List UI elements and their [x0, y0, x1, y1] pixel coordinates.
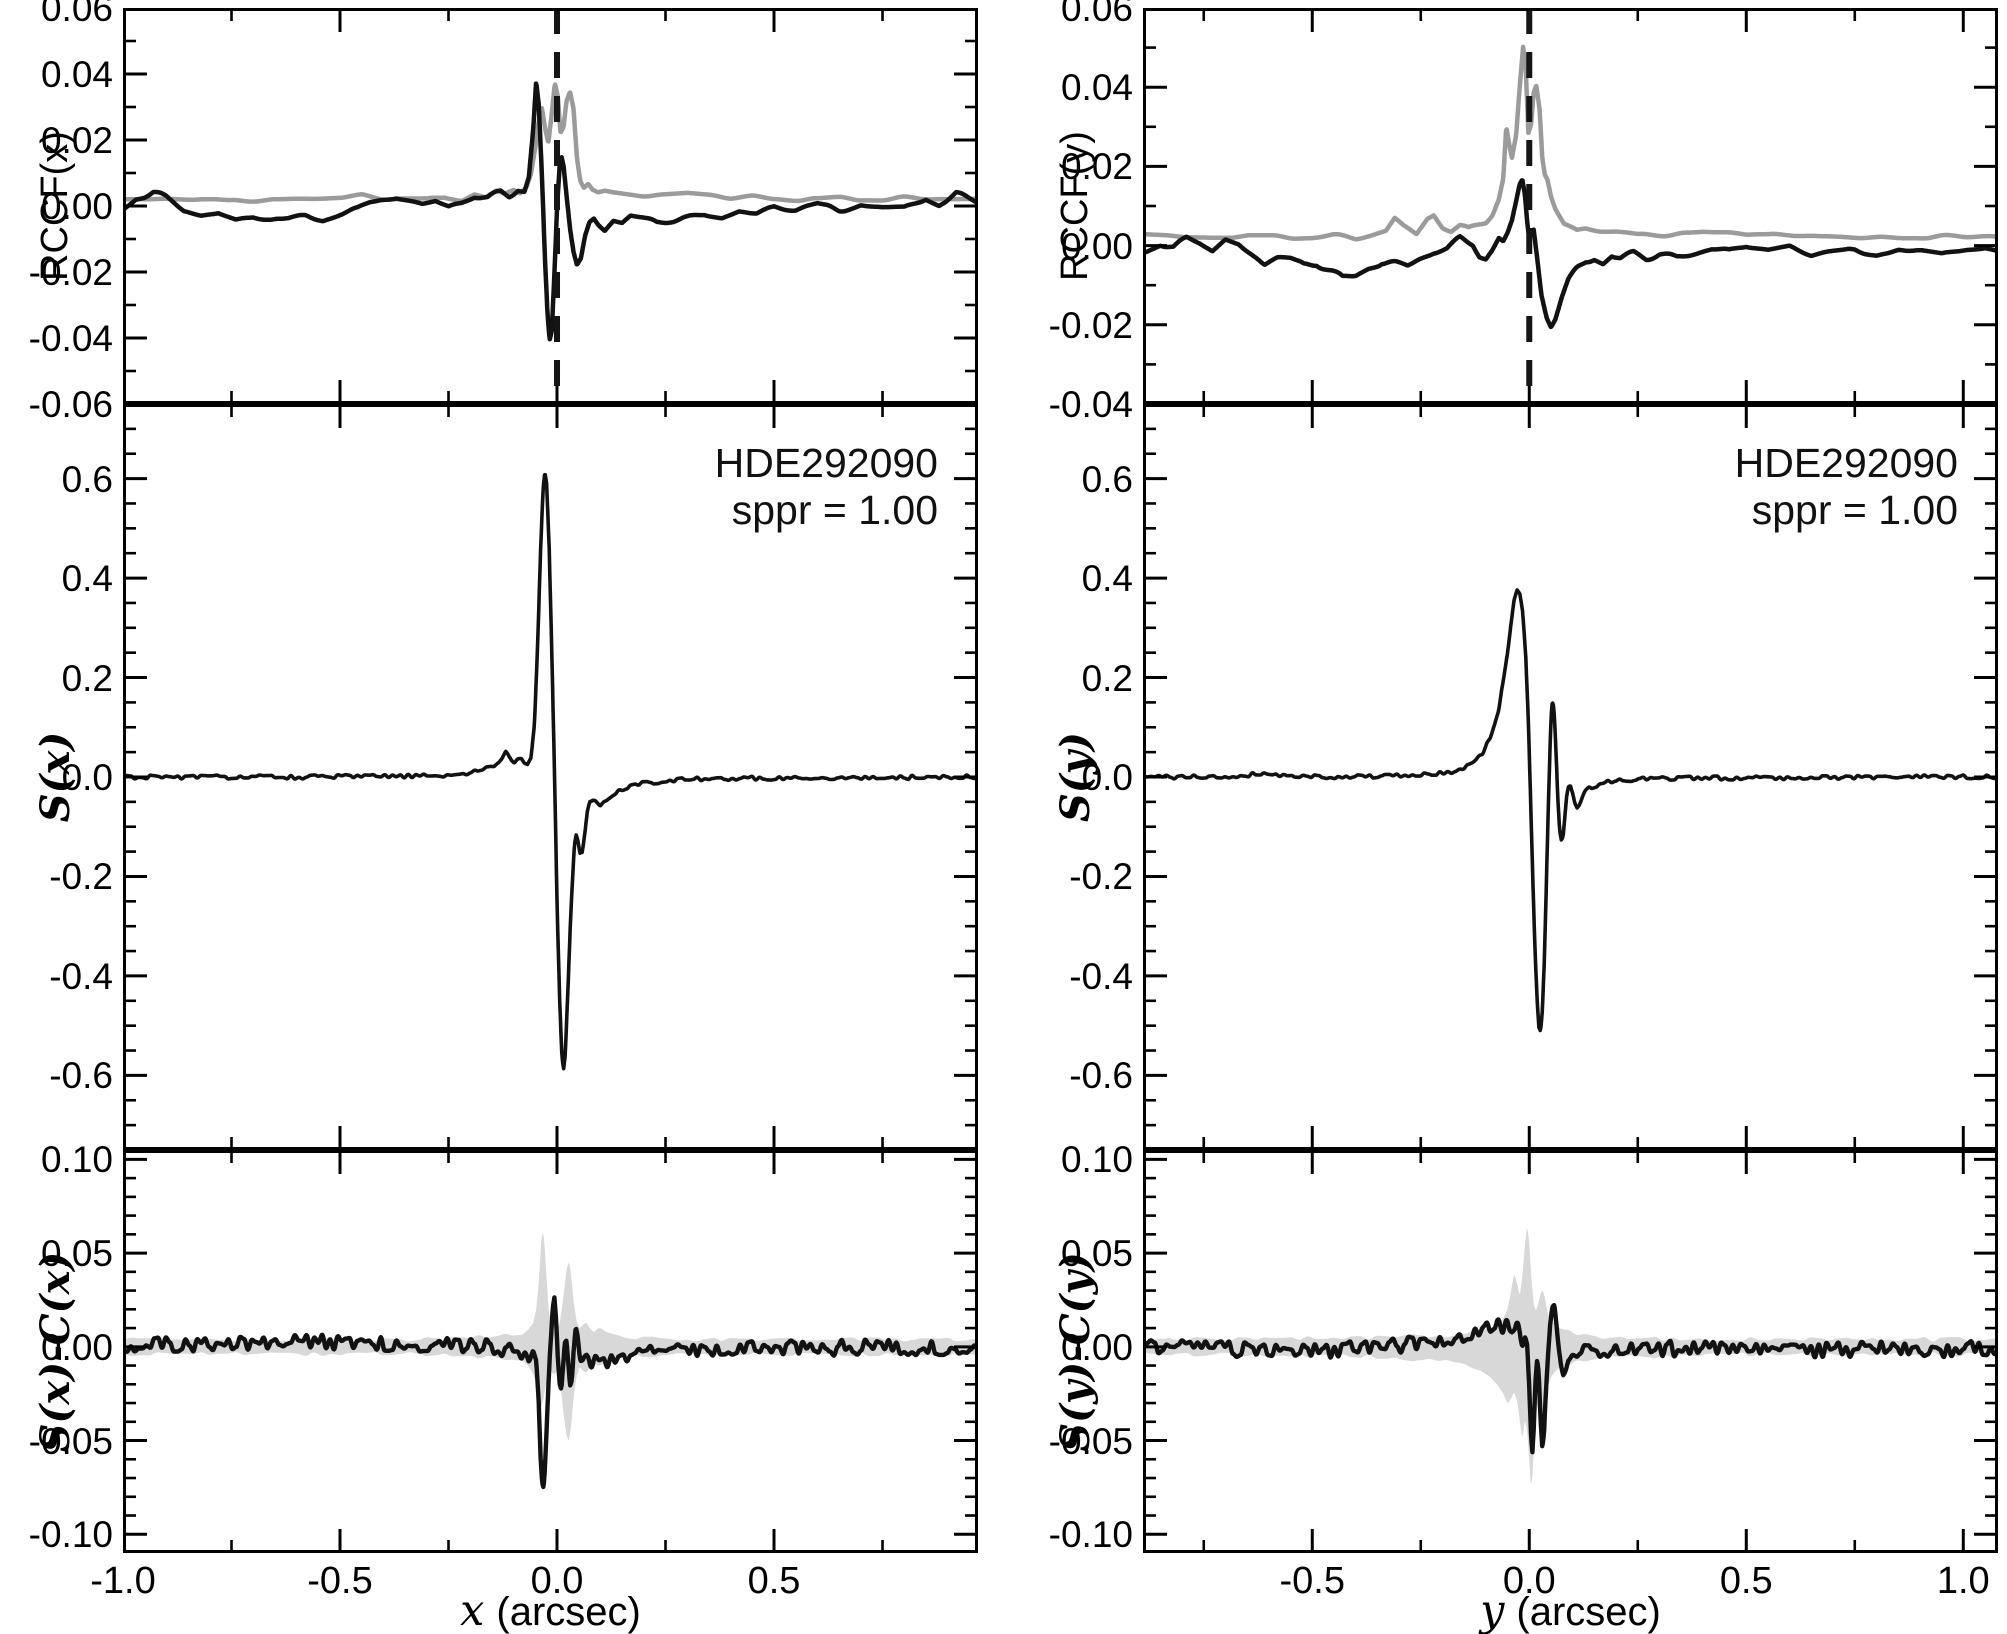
panel-rccf-y	[1143, 8, 1998, 404]
y-tick-label: 0.6	[61, 458, 113, 500]
y-tick-label: 0.00	[1060, 1326, 1133, 1368]
y-tick-label: -0.05	[28, 1420, 113, 1462]
y-tick-label: -0.2	[1069, 856, 1133, 898]
y-tick-label: -0.04	[1048, 384, 1133, 425]
series-black-curve	[1143, 588, 1998, 1033]
annotation-sppr-value: sppr = 1.00	[731, 487, 938, 534]
y-tick-label: 0.00	[40, 186, 113, 227]
y-tick-label: 0.00	[40, 1326, 113, 1368]
y-tick-label: -0.05	[1048, 1420, 1133, 1462]
x-axis-unit: (arcsec)	[1516, 1590, 1661, 1634]
x-tick-label: -1.0	[90, 1560, 156, 1602]
y-tick-label: 0.04	[40, 54, 113, 95]
y-tick-label: 0.00	[1060, 225, 1133, 267]
x-axis-unit: (arcsec)	[496, 1590, 641, 1634]
series-gray-curve	[123, 82, 978, 204]
x-tick-label: 0.5	[1719, 1560, 1773, 1602]
y-tick-label: 0.10	[1060, 1139, 1133, 1181]
panel-rccf-x	[123, 8, 978, 404]
y-tick-label: -0.02	[28, 252, 113, 293]
annotation-sppr-value: sppr = 1.00	[1751, 487, 1958, 534]
x-tick-label: 0.0	[530, 1560, 584, 1602]
series-black-curve	[123, 81, 978, 342]
y-tick-label: 0.05	[1060, 1233, 1133, 1275]
y-tick-label: 0.10	[40, 1139, 113, 1181]
annotation-target-name: HDE292090	[714, 440, 938, 486]
y-tick-label: -0.02	[1048, 304, 1133, 346]
y-axis-variable: y	[1480, 1586, 1505, 1634]
y-tick-label: 0.4	[61, 558, 113, 600]
y-tick-label: 0.06	[40, 0, 113, 29]
x-tick-label: -0.5	[1279, 1560, 1345, 1602]
x-tick-label: -0.5	[307, 1560, 373, 1602]
y-tick-label: 0.0	[61, 757, 113, 798]
x-axis-variable: x	[460, 1586, 485, 1634]
y-tick-label: -0.6	[1069, 1055, 1133, 1097]
y-tick-label: 0.0	[1081, 757, 1133, 798]
y-axis-label-rccf-y: RCCF(y)	[1053, 131, 1096, 281]
y-tick-label: 0.02	[40, 120, 113, 161]
annotation-right: HDE292090 sppr = 1.00	[1528, 440, 1958, 534]
annotation-target-name: HDE292090	[1734, 440, 1958, 486]
y-tick-label: -0.04	[28, 318, 113, 359]
y-tick-label: -0.10	[28, 1514, 113, 1556]
series-black-curve	[123, 472, 978, 1071]
y-tick-label: 0.06	[1060, 0, 1133, 29]
series-gray-curve	[1143, 44, 1998, 242]
y-tick-label: -0.4	[49, 955, 113, 997]
y-tick-label: -0.2	[49, 856, 113, 898]
y-tick-label: -0.06	[28, 384, 113, 425]
annotation-left: HDE292090 sppr = 1.00	[508, 440, 938, 534]
series-black-curve	[1143, 1302, 1998, 1455]
y-tick-label: 0.05	[40, 1233, 113, 1275]
x-axis-title-right: y (arcsec)	[1371, 1586, 1771, 1634]
panel-diff-x	[123, 1150, 978, 1553]
y-tick-label: -0.6	[49, 1055, 113, 1097]
series-black-curve	[123, 1295, 978, 1490]
x-tick-label: 0.5	[747, 1560, 801, 1602]
x-tick-label: 1.0	[1936, 1560, 1990, 1602]
y-tick-label: 0.4	[1081, 558, 1133, 600]
x-axis-title-left: x (arcsec)	[351, 1586, 751, 1634]
x-tick-label: 0.0	[1502, 1560, 1556, 1602]
panel-s-x	[123, 404, 978, 1150]
y-tick-label: -0.10	[1048, 1514, 1133, 1556]
y-tick-label: -0.4	[1069, 955, 1133, 997]
series-black-curve	[1143, 178, 1998, 330]
panel-s-y	[1143, 404, 1998, 1150]
panel-diff-y	[1143, 1150, 1998, 1553]
y-tick-label: 0.04	[1060, 67, 1133, 109]
y-tick-label: 0.2	[1081, 657, 1133, 699]
y-tick-label: 0.6	[1081, 458, 1133, 500]
y-tick-label: 0.2	[61, 657, 113, 699]
y-tick-label: 0.02	[1060, 146, 1133, 188]
